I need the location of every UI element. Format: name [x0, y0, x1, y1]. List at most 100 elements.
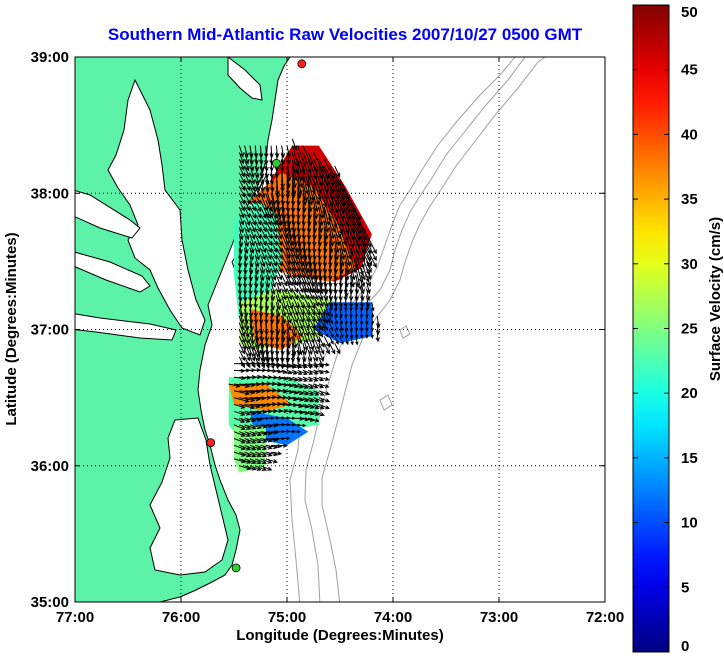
velocity-vector — [313, 193, 319, 213]
velocity-vector — [344, 336, 349, 346]
velocity-vector — [318, 349, 324, 362]
velocity-vector — [275, 295, 282, 311]
velocity-vector — [249, 451, 262, 458]
x-tick-label: 73:00 — [480, 609, 518, 626]
x-tick-label: 74:00 — [374, 609, 412, 626]
velocity-vector — [275, 233, 283, 247]
velocity-vector — [233, 410, 246, 416]
velocity-vector — [239, 451, 252, 458]
velocity-vector — [254, 213, 262, 226]
velocity-vector — [275, 247, 283, 260]
velocity-vector — [238, 342, 245, 355]
velocity-vector — [307, 186, 314, 206]
velocity-vector — [334, 315, 339, 325]
velocity-vector — [260, 261, 266, 275]
velocity-vector — [281, 309, 287, 325]
velocity-vector — [365, 309, 369, 319]
velocity-vector — [254, 349, 261, 362]
velocity-vectors — [228, 138, 381, 471]
velocity-vector — [339, 336, 344, 345]
velocity-vector — [270, 247, 278, 260]
velocity-vector — [255, 438, 268, 443]
velocity-vector — [281, 267, 291, 286]
velocity-vector — [291, 145, 300, 168]
velocity-vector — [318, 193, 327, 215]
velocity-vector — [239, 444, 252, 451]
velocity-vector — [286, 322, 292, 342]
velocity-vector — [254, 233, 261, 247]
velocity-vector — [318, 336, 325, 348]
velocity-vector — [328, 213, 336, 233]
velocity-vector — [259, 159, 264, 172]
velocity-vector — [291, 172, 297, 196]
velocity-vector — [244, 227, 250, 241]
velocity-vector — [275, 288, 282, 304]
velocity-vector — [249, 356, 256, 369]
velocity-vector — [265, 261, 271, 275]
velocity-vector — [334, 308, 338, 319]
velocity-vector — [296, 356, 301, 370]
velocity-vector — [297, 423, 307, 428]
velocity-vector — [306, 213, 312, 234]
velocity-vector — [254, 227, 261, 240]
velocity-vector — [265, 274, 271, 289]
velocity-vector — [275, 315, 281, 336]
velocity-vector — [313, 336, 320, 351]
colorbar-tick-label: 50 — [681, 4, 698, 21]
bathymetry-contour-mid — [304, 57, 526, 602]
potomac-river — [75, 189, 141, 239]
velocity-vector — [370, 309, 375, 319]
velocity-vector — [264, 295, 270, 311]
velocity-vector — [318, 179, 328, 201]
velocity-vector — [238, 336, 246, 351]
velocity-vector — [270, 220, 277, 233]
velocity-vector — [313, 158, 324, 180]
velocity-vector — [313, 349, 319, 362]
velocity-vector — [292, 376, 303, 382]
velocity-vector — [313, 390, 325, 396]
velocity-vector — [323, 336, 330, 348]
velocity-vector — [328, 193, 339, 214]
velocity-vector — [308, 376, 319, 382]
velocity-vector — [275, 274, 282, 287]
velocity-vector — [244, 424, 257, 430]
velocity-vector — [260, 254, 266, 268]
velocity-vector — [297, 315, 304, 331]
velocity-vector — [263, 145, 269, 159]
velocity-vector — [302, 336, 309, 352]
velocity-vector — [275, 356, 280, 370]
velocity-vector — [265, 268, 271, 282]
bathymetry-contour-inner — [289, 57, 516, 602]
velocity-vector — [260, 240, 267, 254]
colorbar-label: Surface Velocity (cm/s) — [707, 217, 724, 381]
velocity-vector — [313, 383, 325, 389]
velocity-vector — [297, 295, 305, 310]
velocity-vector — [302, 376, 314, 382]
velocity-vector — [286, 369, 298, 375]
velocity-vector — [249, 213, 256, 226]
velocity-vector — [302, 315, 310, 330]
colorbar-tick-label: 15 — [681, 450, 698, 467]
velocity-vector — [313, 152, 324, 173]
velocity-vector — [270, 274, 276, 288]
velocity-vector — [302, 186, 308, 206]
velocity-vector — [291, 165, 297, 189]
velocity-vector — [297, 369, 308, 375]
velocity-vector — [318, 172, 329, 194]
velocity-vector — [334, 336, 339, 345]
velocity-vector — [291, 315, 298, 331]
velocity-vector — [371, 302, 375, 312]
velocity-vector — [286, 308, 293, 324]
velocity-vector — [376, 315, 381, 329]
velocity-vector — [260, 458, 273, 464]
velocity-vector — [291, 295, 299, 310]
velocity-vector — [318, 199, 325, 220]
velocity-vector — [291, 308, 299, 324]
x-tick-label: 72:00 — [586, 609, 624, 626]
velocity-vector — [302, 383, 315, 389]
velocity-vector — [355, 240, 366, 262]
velocity-vector — [255, 458, 268, 465]
velocity-vector — [249, 247, 255, 261]
station-marker-mid-station — [271, 158, 281, 168]
